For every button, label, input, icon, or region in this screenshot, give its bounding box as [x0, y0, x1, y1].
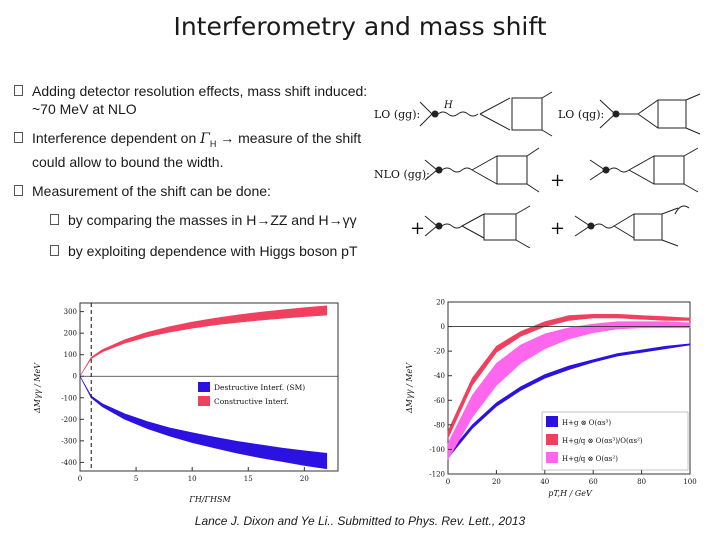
series-band-0 — [447, 343, 691, 459]
legend-swatch-destructive — [198, 382, 210, 392]
bullet-list: Adding detector resolution effects, mass… — [14, 82, 374, 273]
y-axis-label: ΔMγγ / MeV — [405, 362, 414, 414]
legend-label-red: H+g/q ⊗ O(αs³)/O(αs²) — [562, 437, 643, 445]
legend-box — [541, 411, 689, 471]
y-tick-label: -100 — [429, 446, 445, 454]
chart-width-shift: 0 5 10 15 20 300 200 100 0 -100 -200 -300 -400 Destr… — [33, 302, 339, 504]
y-tick-label: 0 — [441, 323, 445, 331]
higgs-label: H — [443, 100, 453, 111]
legend-swatch-constructive — [198, 396, 210, 406]
x-tick-label: 100 — [683, 478, 696, 486]
bullet-text: by comparing the masses in H — [68, 211, 257, 228]
plus-sign-2: + — [410, 218, 425, 239]
gamma-subscript: H — [209, 138, 217, 149]
chart-pt-shift: 0 20 40 60 80 100 20 0 -20 -40 -60 -80 -100 -120 H+g … — [405, 299, 697, 499]
bullet-box-icon — [50, 213, 59, 225]
y-tick-label: 20 — [436, 299, 445, 307]
legend-label-magenta: H+g/q ⊗ O(αs²) — [562, 455, 618, 463]
bullet-box-icon — [14, 132, 23, 143]
y-tick-label: 300 — [64, 308, 77, 316]
sub-bullet-item: by comparing the masses in H→ZZ and H→γγ — [50, 211, 374, 229]
y-tick-label: -300 — [61, 437, 77, 445]
bullet-box-icon — [14, 184, 23, 196]
x-tick-label: 0 — [78, 475, 82, 483]
arrow-icon: → — [328, 211, 343, 228]
bullet-text: γγ — [342, 211, 357, 228]
x-tick-label: 40 — [540, 478, 549, 486]
gamma-symbol: Γ — [200, 131, 210, 147]
arrow-icon: → — [220, 130, 235, 146]
y-tick-label: -20 — [434, 348, 445, 356]
bullet-text: ZZ and H — [270, 211, 329, 228]
bullet-item: Adding detector resolution effects, mass… — [14, 82, 374, 118]
plot-frame — [79, 302, 339, 472]
series-band-1 — [79, 305, 328, 377]
legend-swatch-blue — [546, 416, 558, 427]
sub-bullet-item: by exploiting dependence with Higgs boso… — [50, 242, 374, 260]
y-tick-label: -400 — [61, 459, 77, 467]
legend-swatch-red — [546, 434, 558, 445]
y-tick-label: 100 — [64, 351, 77, 359]
slide-title: Interferometry and mass shift — [173, 12, 547, 41]
series-band-0 — [79, 376, 328, 470]
y-tick-label: -80 — [434, 421, 445, 429]
bullet-box-icon — [50, 244, 59, 256]
x-tick-label: 80 — [637, 478, 646, 486]
x-tick-label: 60 — [589, 478, 598, 486]
bullet-item: Interference dependent on ΓH → measure o… — [14, 129, 374, 171]
bullet-text: Measurement of the shift can be done: — [32, 182, 271, 199]
legend-swatch-magenta — [546, 452, 558, 463]
plus-sign-1: + — [550, 170, 565, 191]
bullet-item: Measurement of the shift can be done: — [14, 182, 374, 200]
chart-legend: H+g ⊗ O(αs³) H+g/q ⊗ O(αs³)/O(αs²) H+g/q… — [541, 411, 689, 471]
plus-sign-3: + — [550, 218, 565, 239]
citation: Lance J. Dixon and Ye Li.. Submitted to … — [194, 514, 526, 528]
bullet-text: Adding detector resolution effects, mass… — [32, 83, 368, 117]
y-tick-label: -100 — [61, 394, 77, 402]
bullet-text: by exploiting dependence with Higgs boso… — [68, 242, 358, 259]
bullet-text: Interference dependent on — [32, 130, 201, 146]
x-tick-label: 15 — [244, 475, 253, 483]
x-tick-label: 20 — [492, 478, 501, 486]
y-axis-label: ΔMγγ / MeV — [33, 362, 42, 414]
x-tick-label: 10 — [188, 475, 197, 483]
bullet-box-icon — [14, 85, 23, 96]
y-tick-label: -40 — [434, 372, 445, 380]
y-tick-label: -200 — [61, 416, 77, 424]
x-axis-label: ΓH/ΓHSM — [188, 495, 231, 504]
lo-qg-label: LO (qg): — [558, 108, 604, 121]
series-band-2 — [447, 321, 691, 461]
y-tick-label: -60 — [434, 397, 445, 405]
legend-label-blue: H+g ⊗ O(αs³) — [562, 419, 611, 427]
chart-legend: Destructive Interf. (SM) Constructive In… — [198, 382, 305, 406]
x-tick-label: 0 — [446, 478, 450, 486]
feynman-diagrams: LO (gg): H LO (qg): NLO (gg): + + + — [374, 91, 701, 248]
x-tick-label: 5 — [134, 475, 138, 483]
series-band-1 — [447, 313, 691, 439]
legend-label-constructive: Constructive Interf. — [214, 397, 289, 406]
x-axis-label: pT,H / GeV — [548, 489, 593, 498]
x-tick-label: 20 — [300, 475, 309, 483]
legend-label-destructive: Destructive Interf. (SM) — [214, 383, 305, 392]
bullet-text: measure of the shift could allow to boun… — [32, 130, 362, 170]
y-tick-label: -120 — [429, 471, 445, 479]
plot-frame — [447, 301, 691, 475]
arrow-icon: → — [256, 211, 271, 228]
nlo-gg-label: NLO (gg): — [374, 168, 430, 181]
y-tick-label: 200 — [64, 330, 77, 338]
lo-gg-label: LO (gg): — [374, 108, 420, 121]
y-tick-label: 0 — [73, 373, 77, 381]
